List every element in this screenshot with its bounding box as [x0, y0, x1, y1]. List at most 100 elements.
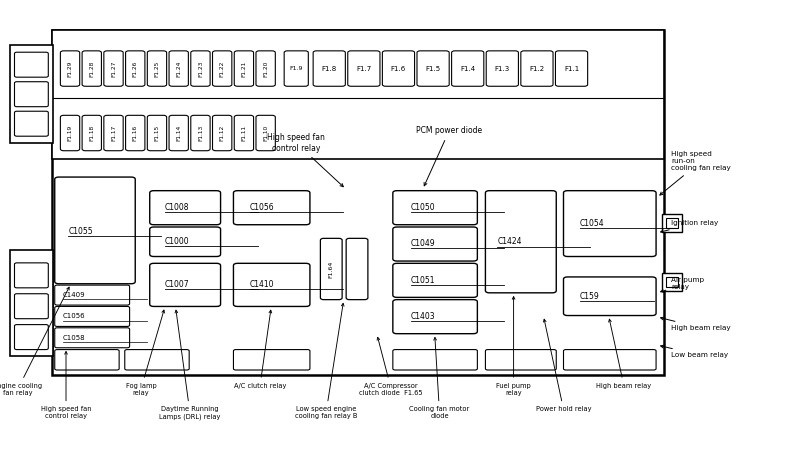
Text: F1.7: F1.7: [357, 65, 371, 72]
FancyBboxPatch shape: [393, 350, 477, 370]
FancyBboxPatch shape: [60, 115, 80, 151]
FancyBboxPatch shape: [485, 191, 556, 293]
FancyBboxPatch shape: [452, 51, 484, 86]
Text: F1.8: F1.8: [322, 65, 336, 72]
Text: F1.17: F1.17: [111, 125, 116, 141]
Text: F1.10: F1.10: [263, 125, 268, 141]
FancyBboxPatch shape: [393, 191, 477, 225]
FancyBboxPatch shape: [213, 51, 232, 86]
FancyBboxPatch shape: [191, 115, 210, 151]
Text: C1056: C1056: [250, 203, 275, 212]
Text: Engine cooling
fan relay: Engine cooling fan relay: [0, 287, 69, 396]
FancyBboxPatch shape: [14, 111, 48, 136]
FancyBboxPatch shape: [126, 51, 145, 86]
FancyBboxPatch shape: [564, 277, 656, 316]
FancyBboxPatch shape: [60, 51, 80, 86]
Text: F1.20: F1.20: [263, 60, 268, 77]
Text: F1.11: F1.11: [242, 125, 246, 141]
Text: F1.18: F1.18: [89, 125, 94, 141]
Text: F1.14: F1.14: [176, 125, 181, 141]
Text: Daytime Running
Lamps (DRL) relay: Daytime Running Lamps (DRL) relay: [159, 310, 221, 420]
FancyBboxPatch shape: [150, 227, 221, 257]
FancyBboxPatch shape: [233, 263, 310, 306]
Text: F1.9: F1.9: [290, 66, 303, 71]
Text: Power hold relay: Power hold relay: [536, 319, 591, 412]
Text: F1.16: F1.16: [133, 125, 138, 141]
FancyBboxPatch shape: [234, 115, 254, 151]
Bar: [52, 30, 664, 375]
FancyBboxPatch shape: [346, 238, 368, 300]
Text: F1.64: F1.64: [328, 260, 334, 278]
Text: F1.19: F1.19: [68, 125, 72, 141]
Bar: [666, 277, 678, 287]
Text: Air pump
relay: Air pump relay: [661, 277, 704, 292]
FancyBboxPatch shape: [256, 51, 275, 86]
Text: F1.6: F1.6: [391, 65, 406, 72]
Text: C1054: C1054: [580, 219, 605, 228]
FancyBboxPatch shape: [393, 300, 477, 334]
Text: F1.1: F1.1: [564, 65, 579, 72]
FancyBboxPatch shape: [348, 51, 380, 86]
Text: F1.2: F1.2: [530, 65, 544, 72]
Text: C1410: C1410: [250, 280, 274, 289]
FancyBboxPatch shape: [191, 51, 210, 86]
Text: C159: C159: [580, 291, 600, 301]
Text: F1.3: F1.3: [495, 65, 510, 72]
Text: F1.15: F1.15: [155, 125, 159, 141]
Text: F1.21: F1.21: [242, 60, 246, 77]
FancyBboxPatch shape: [125, 350, 189, 370]
Text: F1.12: F1.12: [220, 125, 225, 141]
FancyBboxPatch shape: [55, 177, 135, 284]
Bar: [52, 30, 664, 159]
Text: F1.27: F1.27: [111, 60, 116, 77]
FancyBboxPatch shape: [256, 115, 275, 151]
FancyBboxPatch shape: [147, 115, 167, 151]
FancyBboxPatch shape: [169, 115, 188, 151]
Text: High beam relay: High beam relay: [597, 319, 651, 389]
FancyBboxPatch shape: [55, 350, 119, 370]
Text: C1056: C1056: [63, 313, 85, 320]
Text: High speed fan
control relay: High speed fan control relay: [41, 351, 91, 419]
Bar: [10, 250, 53, 356]
FancyBboxPatch shape: [104, 115, 123, 151]
FancyBboxPatch shape: [213, 115, 232, 151]
Text: High beam relay: High beam relay: [661, 317, 731, 331]
Bar: [10, 45, 53, 143]
Text: C1403: C1403: [411, 312, 436, 321]
Text: High speed fan
control relay: High speed fan control relay: [267, 133, 343, 187]
Bar: [662, 214, 682, 232]
FancyBboxPatch shape: [555, 51, 588, 86]
FancyBboxPatch shape: [126, 115, 145, 151]
FancyBboxPatch shape: [417, 51, 449, 86]
FancyBboxPatch shape: [55, 285, 130, 305]
FancyBboxPatch shape: [82, 51, 101, 86]
FancyBboxPatch shape: [564, 191, 656, 257]
Text: Low speed engine
cooling fan relay B: Low speed engine cooling fan relay B: [295, 303, 357, 419]
Text: F1.13: F1.13: [198, 125, 203, 141]
Text: Fuel pump
relay: Fuel pump relay: [496, 296, 531, 396]
Text: F1.29: F1.29: [68, 60, 72, 77]
Text: F1.24: F1.24: [176, 60, 181, 77]
Text: C1050: C1050: [411, 203, 436, 212]
FancyBboxPatch shape: [14, 263, 48, 288]
Text: C1008: C1008: [165, 203, 189, 212]
FancyBboxPatch shape: [104, 51, 123, 86]
Text: C1007: C1007: [165, 280, 190, 289]
FancyBboxPatch shape: [393, 227, 477, 261]
Text: A/C Compressor
clutch diode  F1.65: A/C Compressor clutch diode F1.65: [359, 337, 423, 396]
FancyBboxPatch shape: [382, 51, 415, 86]
FancyBboxPatch shape: [284, 51, 308, 86]
Text: C1051: C1051: [411, 276, 435, 285]
Text: C1049: C1049: [411, 239, 436, 248]
Text: C1424: C1424: [497, 237, 522, 247]
Bar: [662, 273, 682, 291]
Text: PCM power diode: PCM power diode: [416, 126, 482, 186]
FancyBboxPatch shape: [14, 294, 48, 319]
Text: A/C clutch relay: A/C clutch relay: [233, 310, 287, 389]
Text: C1055: C1055: [68, 227, 93, 236]
Text: C1000: C1000: [165, 237, 190, 246]
FancyBboxPatch shape: [320, 238, 342, 300]
Bar: [666, 218, 678, 228]
Text: F1.25: F1.25: [155, 60, 159, 77]
Text: F1.22: F1.22: [220, 60, 225, 77]
